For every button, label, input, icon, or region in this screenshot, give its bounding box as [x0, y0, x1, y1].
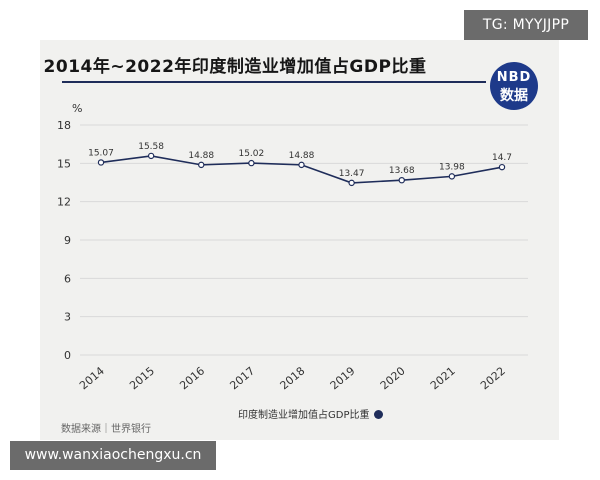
legend-dot-icon: [374, 410, 384, 419]
x-tick-label: 2016: [177, 364, 207, 392]
data-label: 15.07: [88, 148, 114, 158]
data-point: [198, 161, 205, 169]
y-tick-label: 6: [64, 272, 71, 285]
data-label: 14.88: [289, 151, 315, 161]
x-tick-label: 2020: [378, 364, 408, 392]
x-tick-label: 2019: [328, 364, 358, 392]
data-point: [298, 161, 305, 169]
x-tick-label: 2014: [77, 364, 107, 392]
x-tick-label: 2018: [278, 364, 308, 392]
site-badge: www.wanxiaochengxu.cn: [10, 441, 216, 470]
y-tick-label: 3: [64, 311, 71, 324]
data-source: 数据来源｜世界银行: [61, 424, 151, 435]
logo-line2: 数据: [500, 88, 528, 104]
y-tick-label: 9: [64, 234, 71, 247]
y-axis-unit: %: [72, 102, 82, 115]
data-point: [498, 163, 506, 171]
data-label: 13.47: [339, 169, 365, 179]
data-label: 14.7: [492, 153, 512, 163]
data-point: [348, 179, 355, 187]
y-tick-label: 15: [57, 157, 71, 170]
data-label: 13.98: [439, 162, 465, 172]
title-underline: [62, 81, 486, 83]
y-tick-label: 18: [57, 119, 71, 132]
data-point: [248, 159, 255, 167]
legend: 印度制造业增加值占GDP比重: [238, 406, 384, 421]
data-label: 14.88: [188, 151, 214, 161]
data-point: [147, 152, 155, 160]
x-tick-label: 2021: [428, 364, 458, 392]
logo-line1: NBD: [496, 70, 532, 85]
x-tick-label: 2017: [227, 364, 257, 392]
legend-label: 印度制造业增加值占GDP比重: [238, 410, 370, 421]
data-label: 15.02: [238, 149, 264, 159]
x-tick-label: 2015: [127, 364, 157, 392]
chart-title: 2014年~2022年印度制造业增加值占GDP比重: [43, 57, 427, 77]
tg-badge: TG: MYYJJPP: [464, 10, 588, 40]
data-point: [97, 159, 105, 166]
nbd-logo: NBD 数据: [490, 62, 538, 110]
x-tick-label: 2022: [478, 364, 508, 392]
y-tick-label: 0: [64, 349, 71, 362]
data-label: 13.68: [389, 166, 415, 176]
y-tick-label: 12: [57, 196, 71, 209]
data-point: [398, 176, 405, 184]
data-point: [448, 173, 456, 180]
data-label: 15.58: [138, 142, 164, 152]
